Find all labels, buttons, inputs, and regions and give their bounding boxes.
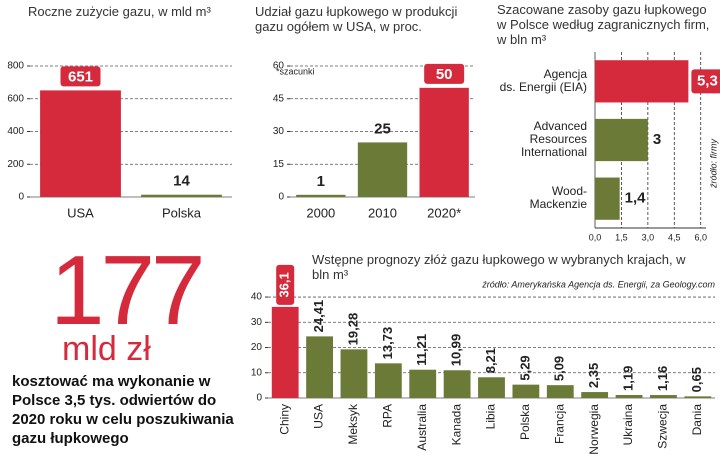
x-tick-label: Polska (162, 205, 202, 220)
value-label: 5,09 (552, 356, 567, 381)
y-tick-label: 30 (251, 317, 263, 328)
y-tick-label: 0 (256, 393, 262, 404)
value-label-box (276, 264, 295, 305)
x-tick-label: 6,0 (694, 232, 707, 242)
x-tick-label: 0,0 (589, 232, 602, 242)
value-label-box (691, 69, 720, 94)
value-label: 5,29 (517, 355, 532, 380)
bar (512, 384, 540, 398)
x-tick-label: 4,5 (668, 232, 681, 242)
x-tick-label: Szwecja (656, 404, 670, 449)
y-tick-label: Advanced Resources International (521, 119, 587, 159)
y-tick-label: 20 (251, 342, 263, 353)
value-label: 10,99 (449, 334, 464, 367)
value-label: 3 (653, 131, 661, 148)
description: kosztować ma wykonanie w Polsce 3,5 tys.… (12, 373, 234, 447)
x-tick-label: Francja (552, 404, 566, 444)
bar (443, 370, 471, 398)
chart-title: Udział gazu łupkowego w produkcji gazu o… (255, 4, 458, 34)
bar (141, 194, 222, 197)
value-label: 19,28 (345, 313, 360, 346)
value-label: 13,73 (380, 327, 395, 360)
x-tick-label: 1,5 (615, 232, 628, 242)
bar (615, 394, 643, 398)
bar (595, 177, 620, 220)
bar (306, 336, 333, 398)
bar (581, 392, 609, 398)
value-label: 2,35 (586, 363, 601, 388)
y-tick-label: 30 (273, 126, 285, 137)
y-tick-label: 600 (7, 93, 24, 104)
bar (296, 194, 346, 197)
value-label-box (424, 63, 465, 84)
x-tick-label: Polska (518, 404, 532, 440)
y-tick-label: 15 (273, 159, 285, 170)
x-tick-label: Kanada (449, 404, 463, 446)
x-tick-label: USA (312, 404, 326, 429)
bar (340, 349, 368, 398)
chart-title: Roczne zużycie gazu, w mld m³ (28, 4, 211, 19)
y-tick-label: Agencja ds. Energii (EIA) (500, 67, 588, 94)
x-tick-label: USA (67, 205, 94, 220)
value-label: 1,16 (655, 366, 670, 391)
bar (478, 377, 505, 398)
x-tick-label: 3,0 (642, 232, 655, 242)
bar (650, 395, 677, 398)
bar (684, 396, 712, 398)
bar (595, 60, 689, 103)
bar (374, 363, 402, 398)
bar (595, 118, 648, 162)
value-label: 1,19 (620, 366, 635, 391)
chart-title: Wstępne prognozy złóż gazu łupkowego w w… (312, 252, 686, 282)
x-tick-label: Australia (415, 404, 429, 451)
y-tick-label: 60 (273, 61, 285, 72)
value-label: 14 (173, 173, 190, 190)
y-tick-label: 40 (251, 292, 263, 303)
y-tick-label: 400 (7, 126, 24, 137)
bar (409, 369, 437, 398)
bar (357, 142, 408, 197)
big-number: 177 (50, 235, 206, 345)
x-tick-label: 2010 (368, 205, 397, 220)
value-label: 50 (436, 66, 453, 83)
note: *szacunki (276, 66, 315, 76)
x-tick-label: Norwegia (587, 404, 601, 455)
value-label: 1 (317, 173, 325, 190)
y-tick-label: 0 (278, 192, 284, 203)
x-tick-label: Chiny (277, 404, 291, 435)
y-tick-label: 0 (18, 192, 24, 203)
big-number-unit: mld zł (62, 330, 151, 368)
value-label: 1,4 (625, 190, 647, 207)
y-tick-label: 10 (251, 367, 263, 378)
x-tick-label: Libia (484, 404, 498, 430)
source: źródło: firmy (708, 138, 718, 189)
value-label: 651 (68, 68, 93, 85)
x-tick-label: Ukraina (621, 404, 635, 446)
value-label: 0,65 (689, 367, 704, 392)
source: źródło: Amerykańska Agencja ds. Energii,… (481, 279, 715, 289)
bar (271, 306, 299, 398)
x-tick-label: 2000 (306, 205, 335, 220)
bar (40, 90, 121, 197)
y-tick-label: Wood-Mackenzie (530, 184, 588, 211)
bar (419, 87, 469, 197)
value-label: 8,21 (483, 348, 498, 373)
x-tick-label: 2020* (427, 205, 461, 220)
value-label: 11,21 (414, 334, 429, 366)
value-label-box (60, 66, 101, 87)
x-tick-label: Dania (690, 404, 704, 436)
value-label: 25 (374, 120, 391, 137)
value-label: 36,1 (277, 272, 292, 297)
y-tick-label: 800 (7, 61, 24, 72)
y-tick-label: 200 (7, 159, 24, 170)
x-tick-label: RPA (381, 404, 395, 428)
bar (546, 385, 574, 398)
chart-title: Szacowane zasoby gazu łupkowego w Polsce… (497, 2, 710, 47)
y-tick-label: 45 (273, 93, 285, 104)
x-tick-label: Meksyk (346, 403, 360, 445)
value-label: 5,3 (697, 72, 718, 89)
value-label: 24,41 (311, 300, 326, 333)
